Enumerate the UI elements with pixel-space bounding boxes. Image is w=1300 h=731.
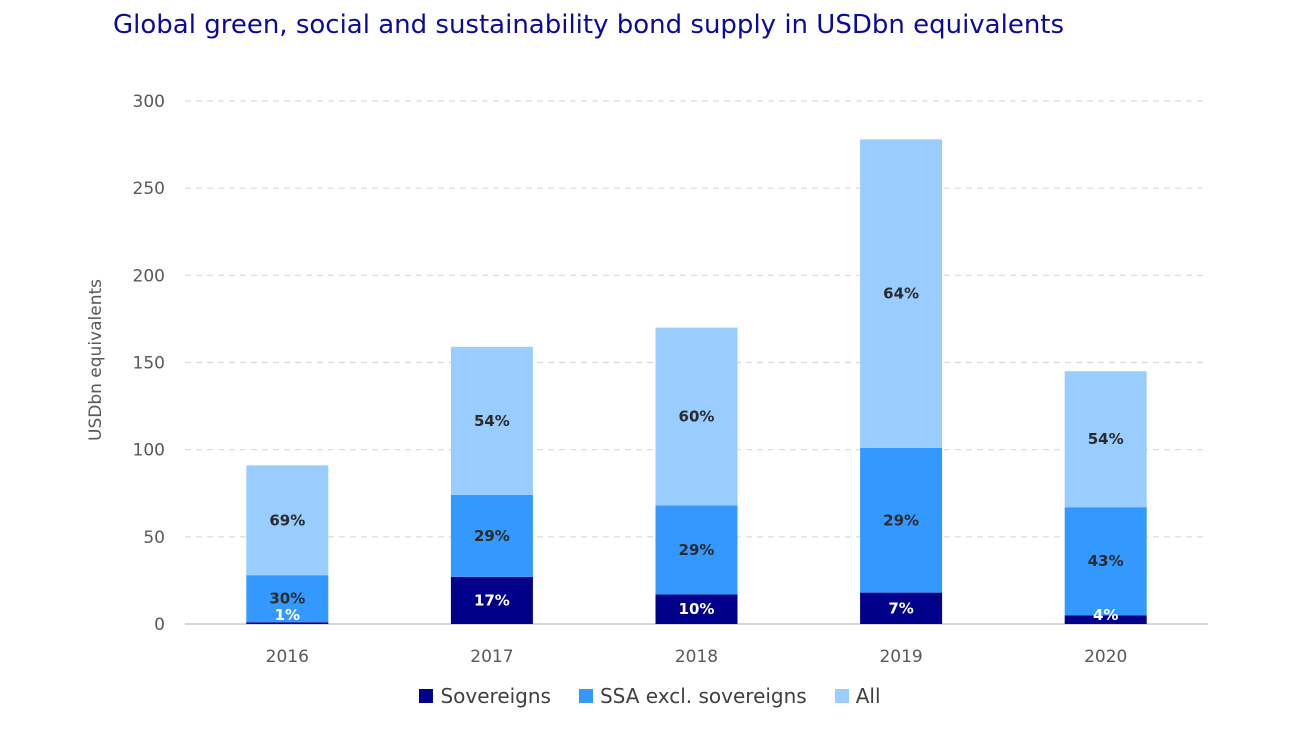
bar-data-label: 54%	[474, 412, 510, 430]
bar-data-label: 64%	[883, 285, 919, 303]
x-axis-ticks: 2016 2017 2018 2019 2020	[266, 647, 1128, 667]
y-tick-label: 200	[133, 266, 165, 286]
bar-data-label: 69%	[269, 511, 305, 529]
bar-labels: 1%30% 69% 17% 29% 54% 10% 29% 60% 7% 29% 64% 4% 43% 5…	[269, 285, 1123, 624]
y-tick-label: 50	[143, 528, 165, 548]
y-tick-label: 150	[133, 354, 165, 374]
bar-segment	[860, 447, 943, 593]
bar-data-label: 4%	[1093, 606, 1118, 624]
legend-item: All	[834, 684, 881, 708]
bar-segment	[1064, 615, 1147, 624]
bar-data-label: 29%	[679, 541, 715, 559]
bar-segment	[1064, 371, 1147, 508]
bar-data-label: 54%	[1088, 430, 1124, 448]
bar-data-label: 7%	[888, 599, 913, 617]
bar-segment	[655, 594, 738, 624]
bar-segment	[860, 592, 943, 624]
bar-data-label: 29%	[474, 527, 510, 545]
y-tick-label: 100	[133, 441, 165, 461]
bar-segment	[1064, 507, 1147, 616]
bar-segment	[246, 465, 329, 576]
y-tick-label: 250	[133, 179, 165, 199]
bar-data-label: 60%	[679, 408, 715, 426]
bar-data-label: 30%	[269, 590, 305, 608]
bar-segment	[655, 327, 738, 506]
legend-label: All	[855, 684, 881, 708]
x-tick-label: 2018	[675, 647, 718, 667]
legend-label: Sovereigns	[440, 684, 551, 708]
bar-data-label: 43%	[1088, 552, 1124, 570]
bars	[246, 139, 1147, 624]
bar-segment	[655, 505, 738, 595]
bar-segment	[246, 575, 329, 623]
bar-segment	[246, 622, 329, 624]
bar-data-label: 10%	[679, 600, 715, 618]
y-tick-label: 0	[154, 615, 165, 635]
bar-data-label: 1%	[275, 606, 300, 624]
chart-title: Global green, social and sustainability …	[113, 10, 1065, 40]
bar-data-label: 29%	[883, 511, 919, 529]
x-tick-label: 2019	[879, 647, 922, 667]
y-axis-title: USDbn equivalents	[86, 279, 106, 441]
y-tick-label: 300	[133, 92, 165, 112]
x-tick-label: 2020	[1084, 647, 1127, 667]
y-axis-ticks: 0 50 100 150 200 250 300	[133, 92, 165, 635]
bar-data-label: 17%	[474, 591, 510, 609]
legend-label: SSA excl. sovereigns	[599, 684, 807, 708]
bar-segment	[450, 494, 533, 577]
legend-swatch	[419, 689, 434, 703]
x-tick-label: 2017	[470, 647, 513, 667]
bar-segment	[450, 576, 533, 624]
bar-segment	[450, 346, 533, 495]
legend-swatch	[578, 689, 593, 703]
bar-segment	[860, 139, 943, 448]
legend-swatch	[834, 689, 849, 703]
x-tick-label: 2016	[266, 647, 309, 667]
legend-item: SSA excl. sovereigns	[578, 684, 807, 708]
legend: Sovereigns SSA excl. sovereigns All	[0, 684, 1300, 708]
legend-item: Sovereigns	[419, 684, 551, 708]
